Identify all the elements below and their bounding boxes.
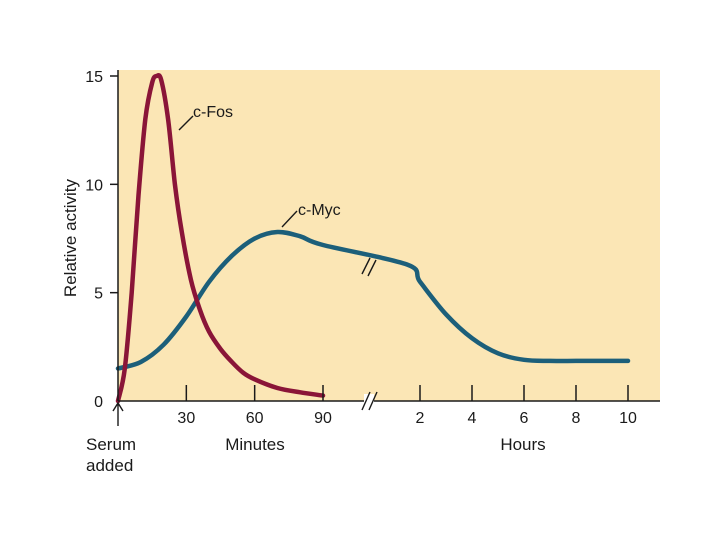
c-myc-label: c-Myc bbox=[298, 202, 341, 219]
origin-label-line-2: added bbox=[86, 456, 133, 475]
label-layer: 0 5 10 15 30 60 90 2 4 6 8 10 Relative activity Minut… bbox=[61, 69, 637, 475]
x-tick-label-minutes: 60 bbox=[246, 410, 264, 427]
x-axis-title-minutes: Minutes bbox=[225, 435, 285, 454]
serum-added-arrow bbox=[112, 401, 124, 426]
x-tick-label-hours: 4 bbox=[468, 410, 477, 427]
x-axis-break-gap bbox=[364, 394, 374, 408]
x-tick-label-hours: 8 bbox=[572, 410, 581, 427]
curve-break-mark bbox=[361, 257, 377, 277]
y-tick-label: 0 bbox=[94, 394, 103, 411]
series-line-c-fos bbox=[115, 73, 326, 404]
curve-break-gap bbox=[361, 256, 377, 276]
origin-label-line-1: Serum bbox=[86, 435, 136, 454]
x-axis-break-mark bbox=[361, 391, 378, 411]
x-tick-label-hours: 2 bbox=[416, 410, 425, 427]
c-myc-leader-line bbox=[281, 210, 298, 228]
plot-area bbox=[118, 70, 660, 401]
series-line-c-myc bbox=[115, 229, 631, 371]
x-tick-label-minutes: 30 bbox=[177, 410, 195, 427]
x-tick-label-hours: 10 bbox=[619, 410, 637, 427]
y-tick-label: 15 bbox=[85, 69, 103, 86]
c-fos-label: c-Fos bbox=[193, 104, 233, 121]
series-layer bbox=[115, 73, 631, 404]
c-fos-leader-line bbox=[178, 115, 194, 131]
x-axis-title-hours: Hours bbox=[500, 435, 545, 454]
x-tick-label-minutes: 90 bbox=[314, 410, 332, 427]
y-tick-label: 10 bbox=[85, 177, 103, 194]
y-tick-label: 5 bbox=[94, 286, 103, 303]
y-axis-title: Relative activity bbox=[61, 178, 80, 297]
x-tick-label-hours: 6 bbox=[520, 410, 529, 427]
axis-layer bbox=[110, 70, 660, 426]
